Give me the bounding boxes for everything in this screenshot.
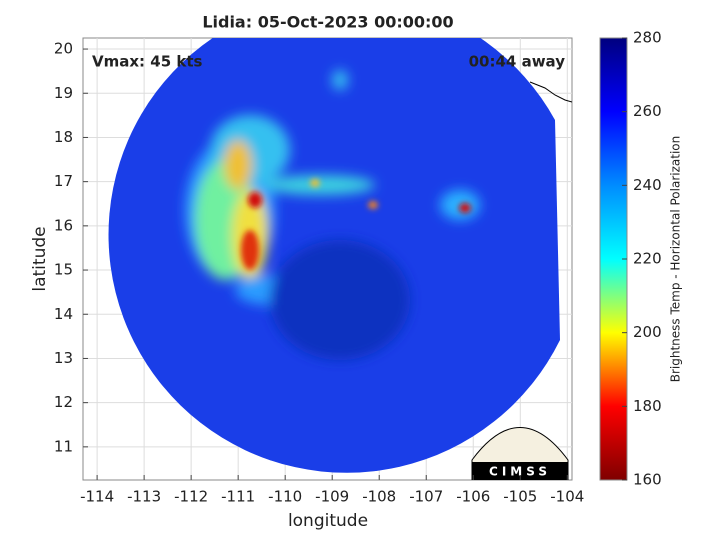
x-tick-label: -109: [315, 488, 349, 506]
x-tick-label: -106: [456, 488, 490, 506]
colorbar-tick-label: 260: [633, 102, 662, 120]
y-tick-label: 16: [54, 216, 73, 234]
logo-text: CIMSS: [489, 465, 551, 479]
x-tick-label: -114: [80, 488, 114, 506]
y-axis-label: latitude: [30, 226, 50, 291]
y-tick-label: 12: [54, 393, 73, 411]
colorbar-label: Brightness Temp - Horizontal Polarizatio…: [669, 136, 683, 383]
colorbar-tick-label: 240: [633, 176, 662, 194]
x-tick-label: -113: [127, 488, 161, 506]
x-tick-label: -111: [221, 488, 255, 506]
y-tick-label: 20: [54, 40, 73, 58]
x-tick-label: -108: [362, 488, 396, 506]
colorbar-tick-label: 180: [633, 397, 662, 415]
colorbar-tick-label: 220: [633, 250, 662, 268]
annotation: Vmax: 45 kts: [92, 53, 202, 71]
x-tick-label: -112: [174, 488, 208, 506]
y-tick-label: 11: [54, 437, 73, 455]
x-tick-label: -104: [550, 488, 584, 506]
y-tick-label: 19: [54, 84, 73, 102]
colorbar-tick-label: 280: [633, 29, 662, 47]
y-tick-label: 14: [54, 305, 73, 323]
colorbar-tick-label: 160: [633, 471, 662, 489]
y-tick-label: 17: [54, 172, 73, 190]
imagery: CIMSS: [108, 38, 572, 480]
x-tick-label: -107: [409, 488, 443, 506]
x-tick-label: -105: [503, 488, 537, 506]
annotation: 00:44 away: [469, 53, 566, 71]
y-tick-label: 18: [54, 128, 73, 146]
x-tick-label: -110: [268, 488, 302, 506]
y-tick-label: 13: [54, 349, 73, 367]
x-axis-label: longitude: [288, 511, 368, 531]
chart-title: Lidia: 05-Oct-2023 00:00:00: [202, 13, 453, 32]
y-tick-label: 15: [54, 261, 73, 279]
colorbar-tick-label: 200: [633, 323, 662, 341]
